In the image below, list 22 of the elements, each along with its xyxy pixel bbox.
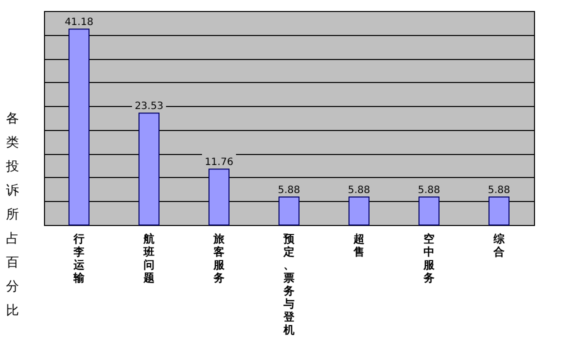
x-tick-label: 旅客服务 [212,232,226,284]
bar [208,168,230,226]
x-tick-label: 航班问题 [142,232,154,284]
x-tick-label: 综合 [492,232,506,258]
x-tick-label: 行李运输 [72,232,86,284]
data-label: 41.18 [64,17,94,28]
data-label: 11.76 [204,157,234,168]
data-label: 5.88 [278,185,300,196]
text: 各类投诉所占百分比 [6,112,19,318]
bar [138,112,160,226]
bar [488,196,510,226]
data-label: 5.88 [348,185,370,196]
x-tick-label: 超售 [352,232,364,258]
data-label: 5.88 [488,185,510,196]
bar [278,196,300,226]
data-label: 23.53 [134,101,164,112]
bar [68,28,90,226]
x-tick-label: 空中服务 [422,232,436,284]
bar [418,196,440,226]
bar [348,196,370,226]
x-tick-label: 预定、票务与登机 [282,232,296,336]
data-label: 5.88 [418,185,440,196]
